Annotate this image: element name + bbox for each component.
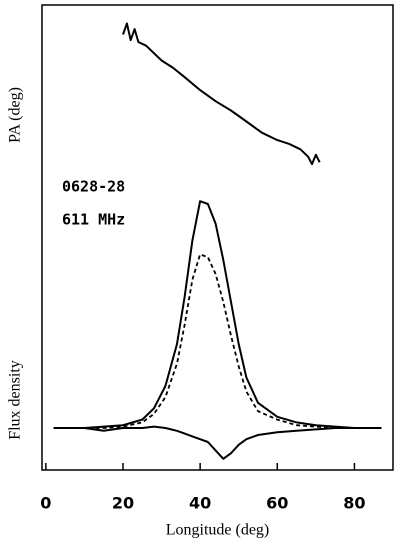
series-line bbox=[53, 253, 382, 429]
x-tick-label: 60 bbox=[266, 494, 288, 513]
x-axis-label: Longitude (deg) bbox=[166, 522, 270, 539]
x-tick-label: 20 bbox=[112, 494, 134, 513]
x-tick-label: 40 bbox=[189, 494, 211, 513]
x-tick-label: 0 bbox=[40, 494, 51, 513]
series-line bbox=[53, 425, 382, 460]
annotation: 0628-28 bbox=[62, 178, 125, 196]
plot-frame bbox=[41, 4, 394, 471]
x-tick-label: 80 bbox=[343, 494, 365, 513]
annotation: 611 MHz bbox=[62, 211, 125, 229]
series-line bbox=[53, 200, 382, 429]
y-axis-label: PA (deg) bbox=[7, 87, 24, 143]
y-axis-label: Flux density bbox=[7, 360, 24, 440]
series-line bbox=[122, 22, 321, 166]
